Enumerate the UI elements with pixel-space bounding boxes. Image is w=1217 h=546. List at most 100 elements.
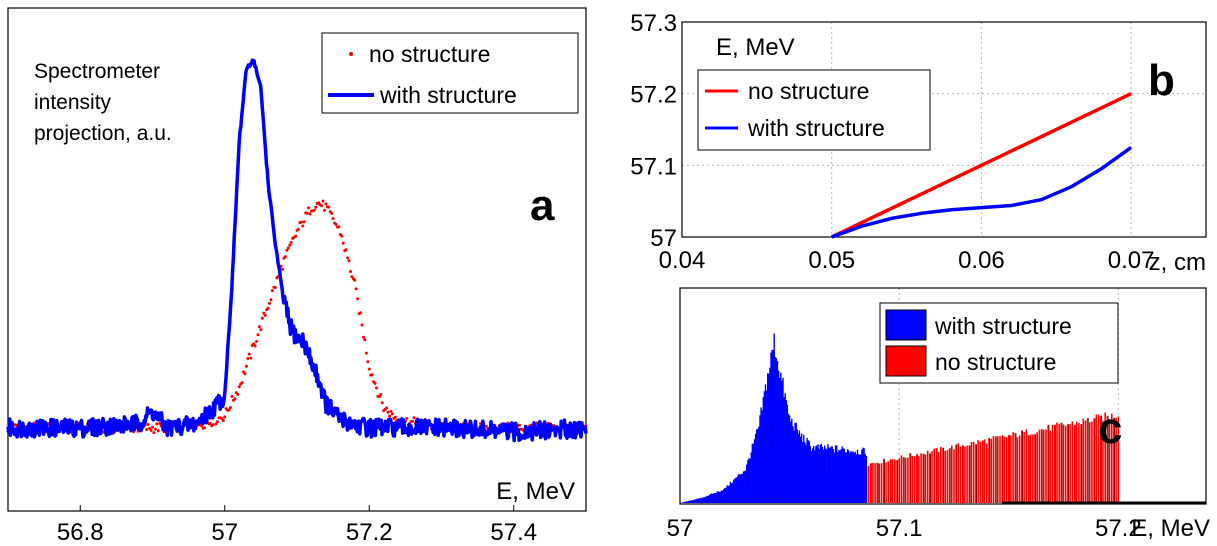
panel-a-point-no-structure <box>149 428 153 432</box>
panel-b-xtick-label: 0.07 <box>1108 247 1155 274</box>
panel-a-point-no-structure <box>299 220 303 224</box>
panel-c-xtick-label: 57.2 <box>1095 515 1142 542</box>
panel-a-point-no-structure <box>151 425 154 429</box>
panel-a-point-no-structure <box>356 297 360 301</box>
panel-a-point-no-structure <box>340 234 344 238</box>
panel-c-xtick-label: 57 <box>667 515 694 542</box>
panel-a-point-no-structure <box>221 419 225 422</box>
panel-a-point-no-structure <box>156 429 160 433</box>
panel-a-point-no-structure <box>366 360 370 364</box>
panel-a-xtick-label: 56.8 <box>57 519 104 546</box>
panel-a: 56.8 57 57.2 57.4 Spectrometer intensity pr… <box>6 7 588 546</box>
panel-b-legend: no structure with structure <box>697 69 931 151</box>
panel-c-label: c <box>1098 404 1122 453</box>
panel-c-legend-label-0: with structure <box>934 313 1072 339</box>
panel-a-point-no-structure <box>411 419 415 423</box>
panel-a-point-no-structure <box>350 275 354 279</box>
panel-a-point-no-structure <box>353 278 357 282</box>
panel-a-point-no-structure <box>153 427 157 431</box>
panel-a-ylabel: Spectrometer intensity projection, a.u. <box>34 60 172 145</box>
panel-c-xlabel: E, MeV <box>1131 515 1210 542</box>
panel-a-point-no-structure <box>363 338 367 342</box>
panel-b-xlabel: z, cm <box>1149 249 1206 276</box>
panel-a-point-no-structure <box>249 356 253 360</box>
panel-a-point-no-structure <box>364 351 368 355</box>
panel-b-xtick-label: 0.05 <box>808 247 855 274</box>
panel-a-point-no-structure <box>281 267 284 271</box>
panel-a-point-no-structure <box>362 335 365 339</box>
panel-b-label: b <box>1148 56 1175 105</box>
panel-a-xlabel: E, MeV <box>496 478 575 505</box>
panel-a-point-no-structure <box>230 395 234 398</box>
panel-a-point-no-structure <box>344 248 348 252</box>
panel-a-point-no-structure <box>412 416 416 420</box>
panel-a-point-no-structure <box>484 424 488 428</box>
panel-a-legend-label-1: with structure <box>379 82 517 108</box>
panel-a-point-no-structure <box>405 417 409 420</box>
panel-a-point-no-structure <box>375 386 378 390</box>
panel-c-frame <box>679 287 1207 505</box>
panel-a-point-no-structure <box>146 423 150 426</box>
panel-a-point-no-structure <box>247 352 251 356</box>
panel-a-point-no-structure <box>388 414 391 418</box>
panel-a-point-no-structure <box>253 344 257 348</box>
panel-a-point-no-structure <box>518 423 521 427</box>
panel-c: 57 57.1 57.2 E, MeV c with structure no st… <box>667 287 1210 542</box>
panel-a-point-no-structure <box>259 328 263 332</box>
panel-a-point-no-structure <box>308 212 312 216</box>
panel-c-legend-label-1: no structure <box>935 349 1056 375</box>
panel-b-ytick-label: 57 <box>650 225 677 252</box>
panel-a-point-no-structure <box>360 323 364 327</box>
panel-a-point-no-structure <box>334 222 338 226</box>
panel-a-label: a <box>530 181 555 230</box>
panel-a-point-no-structure <box>320 204 324 208</box>
panel-a-point-no-structure <box>237 385 241 389</box>
panel-a-point-no-structure <box>283 255 287 259</box>
panel-a-point-no-structure <box>390 412 394 416</box>
panel-a-point-no-structure <box>158 421 162 425</box>
panel-a-point-no-structure <box>145 428 149 431</box>
panel-c-bars-with-structure <box>680 333 867 503</box>
panel-a-point-no-structure <box>367 367 371 371</box>
panel-a-point-no-structure <box>211 423 215 427</box>
panel-a-xtick-label: 57 <box>211 519 238 546</box>
panel-a-point-no-structure <box>301 224 305 228</box>
panel-a-point-no-structure <box>152 431 156 435</box>
legend-dotted-marker <box>349 52 353 56</box>
panel-b-legend-label-0: no structure <box>748 78 869 104</box>
panel-a-point-no-structure <box>268 301 271 305</box>
panel-a-frame <box>7 7 587 512</box>
panel-a-point-no-structure <box>252 342 256 346</box>
panel-a-point-no-structure <box>203 426 206 430</box>
panel-a-xticks: 56.8 57 57.2 57.4 <box>57 505 537 546</box>
panel-a-point-no-structure <box>216 420 219 424</box>
panel-a-point-no-structure <box>229 406 232 410</box>
panel-a-point-no-structure <box>296 227 300 231</box>
panel-a-point-no-structure <box>385 406 389 410</box>
panel-a-point-no-structure <box>270 289 274 293</box>
panel-a-xtick-label: 57.2 <box>346 519 393 546</box>
panel-b-ytick-label: 57.2 <box>630 82 677 109</box>
panel-a-point-no-structure <box>208 422 212 425</box>
panel-a-series-no-structure <box>6 199 588 435</box>
panel-a-point-no-structure <box>288 243 292 247</box>
panel-a-legend: no structure with structure <box>321 32 579 114</box>
panel-c-legend: with structure no structure <box>879 302 1119 384</box>
panel-a-point-no-structure <box>236 392 240 396</box>
panel-a-point-no-structure <box>347 259 351 263</box>
panel-a-point-no-structure <box>529 423 533 427</box>
panel-a-point-no-structure <box>263 313 267 317</box>
panel-c-bars <box>680 333 1120 503</box>
panel-a-point-no-structure <box>286 246 290 250</box>
panel-c-xtick-label: 57.1 <box>876 515 923 542</box>
panel-a-xtick-label: 57.4 <box>490 519 537 546</box>
panel-a-point-no-structure <box>331 217 335 221</box>
panel-a-legend-box <box>321 32 579 114</box>
legend-swatch-red <box>885 345 927 377</box>
panel-b-legend-box <box>697 69 931 151</box>
panel-b: 0.04 0.05 0.06 0.07 57 57.1 57.2 57.3 E, MeV z,… <box>630 10 1207 276</box>
panel-a-point-no-structure <box>359 311 363 315</box>
panel-a-point-no-structure <box>233 397 237 401</box>
panel-b-xtick-label: 0.04 <box>659 247 706 274</box>
